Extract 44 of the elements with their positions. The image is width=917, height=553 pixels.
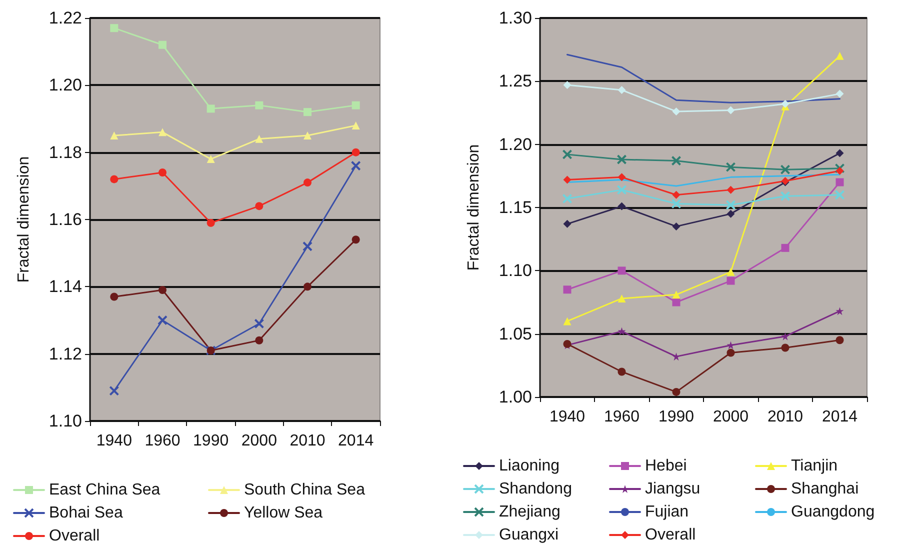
x-tick-label: 1940	[96, 432, 132, 450]
x-tick-label: 1990	[193, 432, 229, 450]
y-tick-label: 1.14	[48, 277, 82, 296]
y-tick-label: 1.20	[498, 134, 532, 154]
x-tick-label: 2000	[241, 432, 278, 450]
y-tick-label: 1.12	[48, 344, 82, 364]
x-tick-label: 1940	[549, 408, 586, 426]
legend-label: Guangdong	[791, 504, 875, 520]
y-axis-title: Fractal dimension	[16, 156, 32, 283]
y-tick-label: 1.30	[498, 8, 532, 28]
y-tick-label: 1.22	[48, 8, 82, 28]
legend-label: Yellow Sea	[244, 504, 323, 522]
x-tick-label: 2014	[338, 432, 374, 450]
y-tick-label: 1.10	[498, 261, 532, 280]
y-axis-title: Fractal dimension	[466, 144, 482, 271]
x-tick-label: 2014	[822, 408, 858, 426]
y-tick-label: 1.10	[48, 412, 82, 430]
legend-label: Zhejiang	[499, 504, 560, 520]
x-tick-label: 2010	[290, 432, 326, 450]
legend-label: Jiangsu	[645, 480, 700, 498]
x-tick-label: 1960	[144, 432, 180, 450]
x-tick-label: 2010	[767, 408, 804, 426]
legend-label: Bohai Sea	[49, 504, 123, 522]
x-tick-label: 2000	[712, 408, 749, 426]
y-tick-label: 1.00	[498, 388, 532, 406]
legend-label: South China Sea	[244, 482, 366, 498]
y-tick-label: 1.16	[48, 210, 82, 229]
y-tick-label: 1.25	[498, 72, 532, 91]
x-tick-label: 1960	[604, 408, 640, 426]
legend-label: Liaoning	[499, 458, 560, 474]
legend-label: Overall	[49, 528, 100, 544]
y-tick-label: 1.20	[48, 76, 82, 95]
legend-label: Guangxi	[499, 526, 559, 544]
legend-label: East China Sea	[49, 482, 160, 498]
legend-label: Shandong	[499, 480, 572, 498]
x-tick-label: 1990	[658, 408, 694, 426]
legend-label: Fujian	[645, 504, 689, 520]
y-tick-label: 1.15	[498, 198, 532, 217]
y-tick-label: 1.18	[48, 142, 82, 162]
legend-label: Overall	[645, 526, 696, 544]
legend-label: Shanghai	[791, 480, 859, 498]
legend-label: Tianjin	[791, 458, 838, 474]
legend-label: Hebei	[645, 458, 687, 474]
y-tick-label: 1.05	[498, 324, 532, 344]
